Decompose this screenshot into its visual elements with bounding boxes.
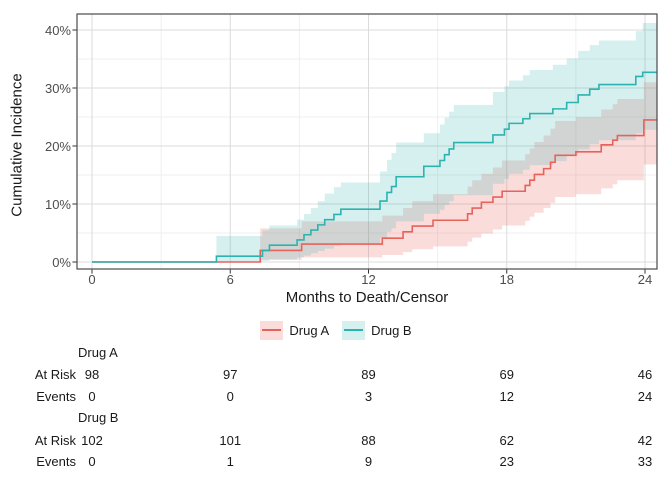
risk-table-value: 23 [499, 454, 514, 469]
risk-table-value: 0 [88, 454, 96, 469]
risk-table-value: 89 [361, 367, 376, 382]
risk-table-value: 97 [223, 367, 238, 382]
x-tick-label: 6 [226, 272, 234, 287]
x-tick-label: 0 [88, 272, 96, 287]
legend-label: Drug B [371, 322, 412, 338]
x-tick-label: 18 [499, 272, 514, 287]
risk-table-row-label: At Risk [34, 433, 76, 448]
risk-table-value: 0 [88, 389, 96, 404]
risk-table-value: 69 [499, 367, 514, 382]
x-axis-title: Months to Death/Censor [285, 289, 449, 306]
risk-table-row-label: Events [36, 389, 76, 404]
risk-table-row-label: Events [36, 454, 76, 469]
panel-border [76, 13, 658, 270]
legend: Drug A Drug B [0, 320, 672, 340]
risk-table-value: 98 [84, 367, 100, 382]
legend-item-drug-a: Drug A [260, 320, 330, 340]
x-tick-label: 12 [361, 272, 376, 287]
risk-table-group-header: Drug A [78, 345, 118, 360]
x-tick-label: 24 [637, 272, 653, 287]
risk-table-value: 101 [219, 433, 242, 448]
curve-drug-a [92, 119, 657, 263]
y-tick-label: 20% [44, 138, 71, 154]
risk-table-value: 62 [499, 433, 514, 448]
y-tick-label: 40% [44, 22, 71, 38]
confidence-band-drug-a [260, 82, 657, 260]
risk-table-group-header: Drug B [78, 410, 119, 425]
risk-table-row-label: At Risk [34, 367, 76, 382]
legend-key-swatch [260, 320, 284, 340]
y-tick-label: 30% [44, 80, 71, 96]
legend-key-line [344, 329, 364, 331]
risk-table-value: 42 [637, 433, 653, 448]
legend-key-line [262, 329, 282, 331]
y-tick-label: 0% [52, 254, 71, 270]
risk-table-value: 1 [226, 454, 234, 469]
legend-key-swatch [342, 320, 366, 340]
risk-table-value: 46 [637, 367, 653, 382]
risk-table-value: 88 [361, 433, 376, 448]
confidence-band-drug-b [216, 23, 657, 262]
risk-table-value: 24 [637, 389, 653, 404]
risk-table-value: 0 [226, 389, 234, 404]
risk-table-value: 33 [637, 454, 653, 469]
risk-table-value: 9 [364, 454, 373, 469]
risk-table-value: 12 [499, 389, 514, 404]
y-tick-label: 10% [44, 196, 71, 212]
risk-table-value: 102 [81, 433, 103, 448]
curve-drug-b [92, 71, 657, 263]
legend-item-drug-b: Drug B [342, 320, 412, 340]
legend-label: Drug A [289, 322, 330, 338]
risk-table-value: 3 [364, 389, 373, 404]
